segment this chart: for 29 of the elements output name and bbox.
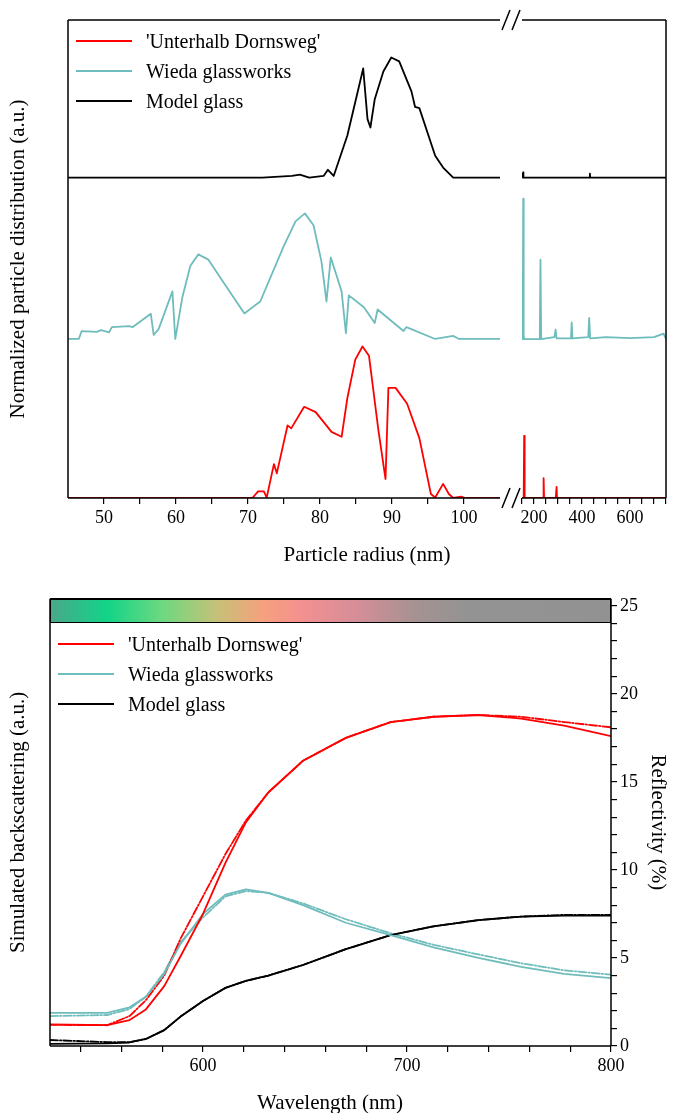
x-tick-label: 80 — [311, 506, 329, 527]
x-tick-label: 200 — [520, 506, 548, 527]
legend-label: 'Unterhalb Dornsweg' — [128, 632, 303, 658]
x-tick-label: 400 — [568, 506, 596, 527]
y2-tick-label: 15 — [620, 770, 638, 791]
x-axis-title: Wavelength (nm) — [257, 1090, 403, 1113]
y2-tick-label: 20 — [620, 682, 638, 703]
x-tick-label: 90 — [383, 506, 401, 527]
x-tick-label: 600 — [616, 506, 644, 527]
y2-axis-title: Reflectivity (%) — [646, 754, 671, 891]
x-tick-label: 50 — [95, 506, 113, 527]
legend-label: Model glass — [146, 89, 244, 115]
x-tick-label: 100 — [450, 506, 478, 527]
y-axis-title: Simulated backscattering (a.u.) — [5, 691, 30, 954]
x-tick-label: 700 — [393, 1054, 421, 1075]
y2-tick-label: 5 — [620, 946, 629, 967]
legend-label: Wieda glassworks — [146, 59, 292, 85]
x-tick-label: 600 — [189, 1054, 217, 1075]
x-tick-label: 60 — [167, 506, 185, 527]
x-tick-label: 70 — [239, 506, 257, 527]
legend-label: Wieda glassworks — [128, 662, 274, 688]
x-tick-label: 800 — [597, 1054, 625, 1075]
legend-label: 'Unterhalb Dornsweg' — [146, 29, 321, 55]
legend-label: Model glass — [128, 692, 226, 718]
y2-tick-label: 25 — [620, 594, 638, 615]
y2-tick-label: 0 — [620, 1034, 629, 1055]
y-axis-title: Normalized particle distribution (a.u.) — [5, 99, 30, 419]
y2-tick-label: 10 — [620, 858, 638, 879]
x-axis-title: Particle radius (nm) — [283, 542, 451, 567]
